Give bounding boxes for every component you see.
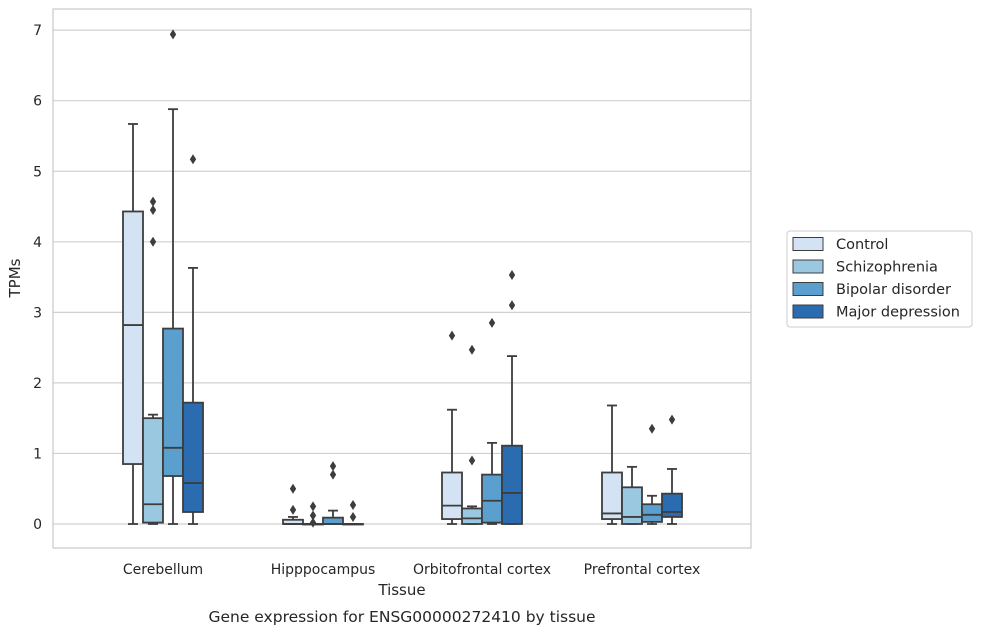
box-iqr — [142, 417, 164, 524]
box-group — [302, 501, 324, 528]
y-tick-label: 3 — [33, 305, 42, 321]
outlier-point — [508, 269, 516, 280]
legend-label: Major depression — [836, 305, 960, 321]
outlier-point — [289, 483, 297, 494]
y-tick-label: 5 — [33, 164, 42, 180]
x-tick-label: Prefrontal cortex — [584, 562, 701, 578]
box-group — [322, 461, 344, 525]
y-tick-label: 2 — [33, 376, 42, 392]
box-group — [601, 404, 623, 525]
legend-label: Control — [836, 237, 888, 253]
outlier-point — [149, 236, 157, 247]
box-iqr — [162, 327, 184, 477]
box-iqr — [641, 503, 663, 523]
outlier-point — [189, 154, 197, 165]
box-iqr — [441, 471, 463, 520]
x-tick-label: Hipppocampus — [271, 562, 376, 578]
y-axis-label: TPMs — [6, 258, 24, 298]
legend-frame — [786, 230, 973, 328]
box-iqr — [461, 507, 483, 525]
box-group — [162, 29, 184, 525]
outlier-point — [149, 196, 157, 207]
outlier-point — [349, 499, 357, 510]
outlier-point — [149, 205, 157, 216]
y-tick-label: 0 — [33, 517, 42, 533]
legend-swatch — [792, 282, 824, 296]
plot-frame — [52, 8, 752, 549]
box-group — [282, 483, 304, 525]
box-group — [182, 154, 204, 525]
outlier-point — [349, 511, 357, 522]
box-iqr — [182, 401, 204, 513]
legend-label: Schizophrenia — [836, 260, 938, 276]
outlier-point — [488, 317, 496, 328]
outlier-point — [169, 29, 177, 40]
box-group — [661, 414, 683, 525]
outlier-point — [329, 469, 337, 480]
y-tick-label: 1 — [33, 446, 42, 462]
chart-caption: Gene expression for ENSG00000272410 by t… — [208, 608, 595, 626]
box-group — [501, 269, 523, 525]
legend-swatch — [792, 259, 824, 274]
y-tick-label: 7 — [33, 23, 42, 39]
box-groups — [122, 29, 683, 528]
outlier-point — [508, 300, 516, 311]
x-tick-label: Orbitofrontal cortex — [413, 562, 551, 578]
outlier-point — [448, 330, 456, 341]
outlier-point — [309, 517, 317, 528]
outlier-point — [648, 423, 656, 434]
y-tick-label: 4 — [33, 235, 42, 251]
y-tick-label: 6 — [33, 94, 42, 110]
outlier-point — [668, 414, 676, 425]
y-tick-labels: 0 1 2 3 4 5 6 7 — [33, 23, 42, 533]
box-iqr — [661, 492, 683, 518]
box-iqr — [322, 516, 344, 525]
legend-swatch — [792, 237, 824, 251]
outlier-point — [309, 501, 317, 512]
box-iqr — [621, 486, 643, 525]
box-group — [481, 317, 503, 525]
box-iqr — [601, 471, 623, 520]
box-iqr — [481, 473, 503, 524]
box-group — [641, 423, 663, 525]
box-group — [441, 330, 463, 525]
outlier-point — [468, 344, 476, 355]
legend: Control Schizophrenia Bipolar disorder Majo… — [786, 230, 973, 328]
box-group — [342, 499, 364, 526]
x-axis-label: Tissue — [377, 581, 425, 599]
x-tick-labels: Cerebellum Hipppocampus Orbitofrontal cort… — [123, 562, 700, 578]
outlier-point — [468, 455, 476, 466]
box-iqr — [501, 444, 523, 525]
box-group — [122, 123, 144, 525]
box-iqr — [122, 210, 144, 465]
legend-swatch — [792, 304, 824, 319]
legend-label: Bipolar disorder — [836, 282, 951, 298]
outlier-point — [309, 510, 317, 521]
x-tick-label: Cerebellum — [123, 562, 203, 578]
box-group — [461, 344, 483, 525]
outlier-point — [289, 504, 297, 515]
outlier-point — [329, 461, 337, 472]
